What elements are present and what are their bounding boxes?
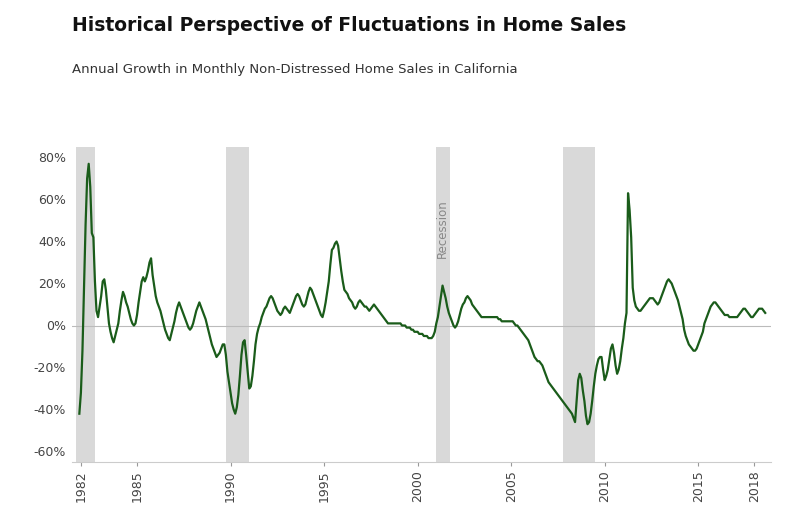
Text: Historical Perspective of Fluctuations in Home Sales: Historical Perspective of Fluctuations i… (72, 16, 626, 35)
Bar (436, 147, 450, 462)
Bar (226, 147, 250, 462)
Bar (563, 147, 595, 462)
Bar (76, 147, 95, 462)
Text: Annual Growth in Monthly Non-Distressed Home Sales in California: Annual Growth in Monthly Non-Distressed … (72, 63, 518, 76)
Text: Recession: Recession (436, 200, 449, 258)
